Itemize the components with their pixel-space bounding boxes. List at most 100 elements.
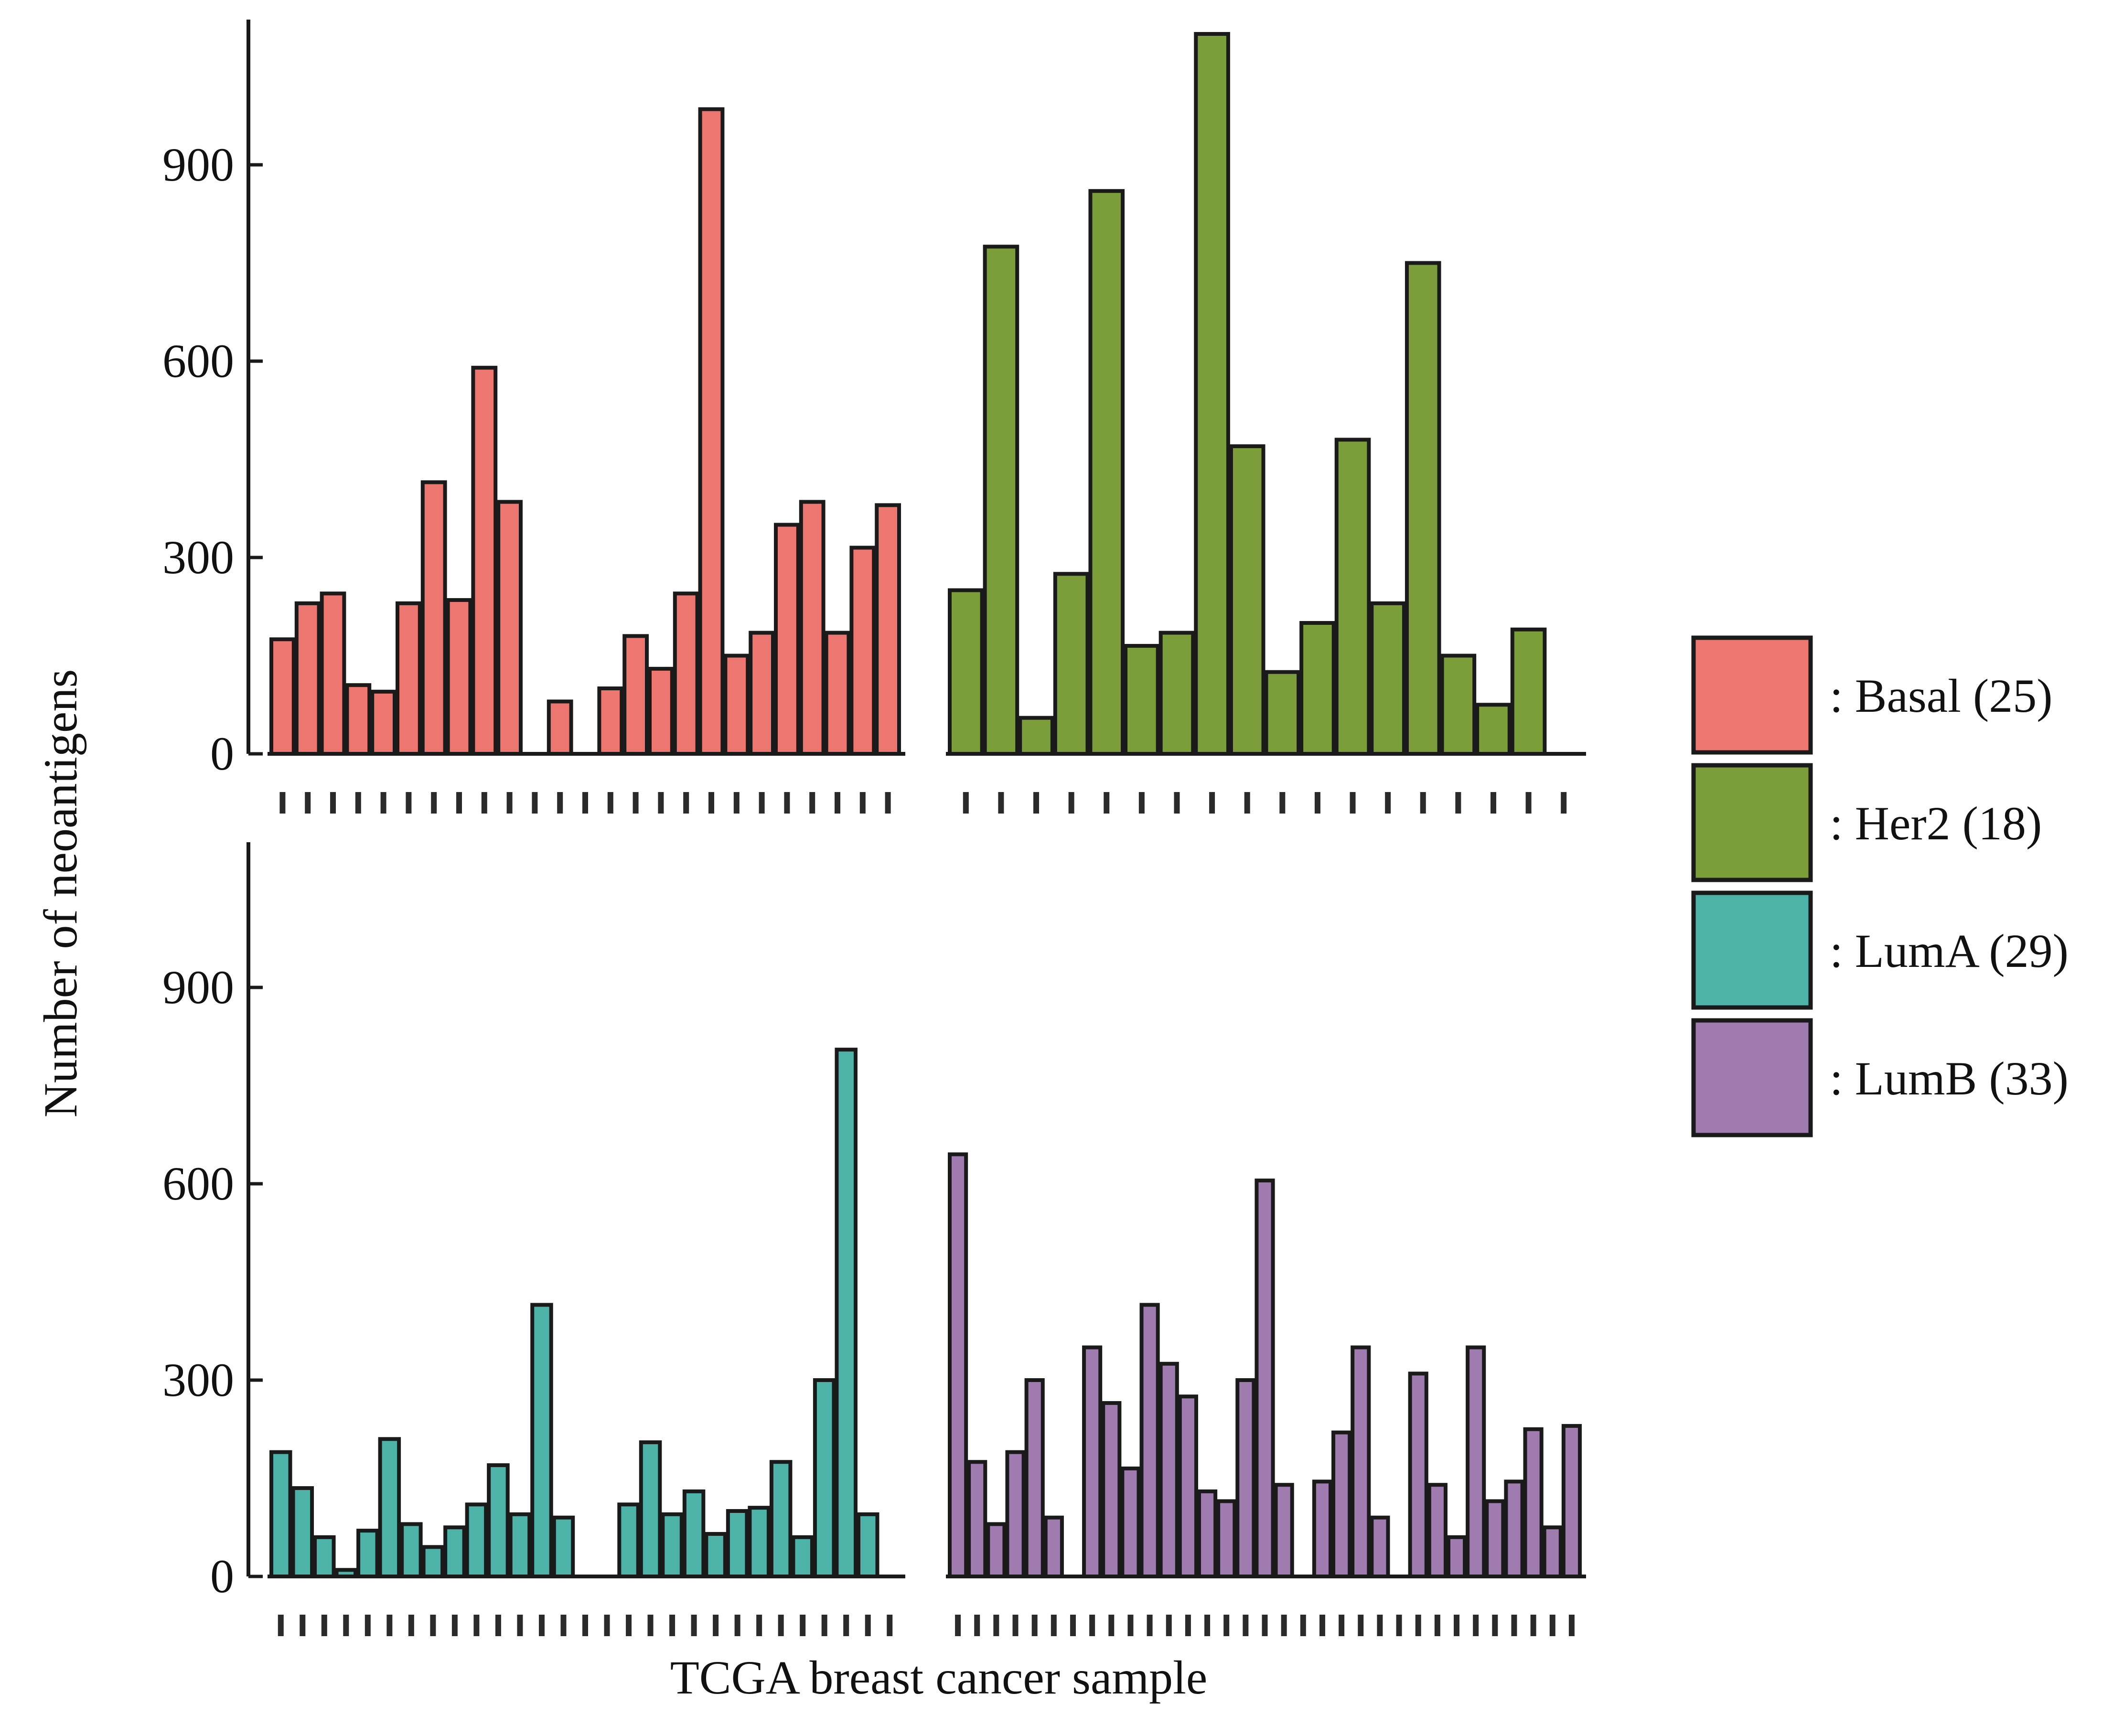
sample-tick bbox=[800, 1615, 806, 1636]
bar bbox=[617, 1502, 640, 1579]
sample-tick bbox=[809, 792, 815, 814]
sample-tick bbox=[495, 1615, 501, 1636]
bar bbox=[948, 1152, 968, 1579]
sample-tick bbox=[784, 792, 790, 814]
sample-tick bbox=[1204, 1615, 1211, 1636]
bar bbox=[547, 699, 573, 756]
bar bbox=[1120, 1466, 1141, 1578]
sample-tick bbox=[1185, 1615, 1191, 1636]
sample-tick bbox=[300, 1615, 306, 1636]
sample-tick bbox=[343, 1615, 349, 1636]
sample-tick bbox=[1243, 1615, 1249, 1636]
series-her2 bbox=[946, 32, 1586, 814]
bar bbox=[1504, 1479, 1524, 1579]
sample-tick bbox=[1089, 1615, 1095, 1636]
bar bbox=[824, 631, 851, 756]
sample-tick bbox=[1300, 1615, 1306, 1636]
sample-tick bbox=[821, 1615, 827, 1636]
y-tick-label: 600 bbox=[162, 334, 234, 387]
sample-tick bbox=[683, 792, 689, 814]
sample-tick bbox=[885, 792, 891, 814]
bar bbox=[849, 546, 876, 756]
bar bbox=[1088, 189, 1125, 756]
sample-tick bbox=[955, 1615, 961, 1636]
sample-tick bbox=[1033, 792, 1040, 814]
bar bbox=[748, 1506, 771, 1578]
sample-tick bbox=[1511, 1615, 1517, 1636]
sample-tick bbox=[430, 1615, 436, 1636]
sample-tick bbox=[321, 1615, 327, 1636]
bar bbox=[639, 1440, 662, 1578]
bar bbox=[1408, 1372, 1428, 1579]
bar bbox=[682, 1489, 706, 1578]
sample-tick bbox=[843, 1615, 849, 1636]
sample-tick bbox=[1415, 1615, 1421, 1636]
bar bbox=[1124, 643, 1160, 756]
bar bbox=[400, 1522, 423, 1578]
y-tick-label: 900 bbox=[162, 138, 234, 191]
sample-tick bbox=[1473, 1615, 1479, 1636]
bar bbox=[1351, 1345, 1371, 1578]
sample-tick bbox=[582, 1615, 588, 1636]
y-tick-label: 600 bbox=[162, 1157, 234, 1210]
sample-tick bbox=[1104, 792, 1110, 814]
x-axis-label: TCGA breast cancer sample bbox=[670, 1651, 1208, 1704]
sample-tick bbox=[691, 1615, 697, 1636]
bar bbox=[1334, 438, 1371, 756]
bar bbox=[1229, 444, 1265, 756]
bar bbox=[1178, 1394, 1198, 1578]
bar bbox=[370, 689, 397, 756]
sample-tick bbox=[278, 1615, 284, 1636]
legend: : Basal (25): Her2 (18): LumA (29): LumB… bbox=[1691, 635, 2069, 1137]
sample-tick bbox=[1244, 792, 1250, 814]
sample-tick bbox=[835, 792, 840, 814]
sample-tick bbox=[279, 792, 286, 814]
legend-item: : Her2 (18) bbox=[1691, 763, 2042, 882]
bar bbox=[1101, 1401, 1122, 1578]
panel-top: 0 300 600 900 bbox=[162, 20, 1586, 814]
sample-tick bbox=[604, 1615, 610, 1636]
sample-tick bbox=[473, 1615, 480, 1636]
bar bbox=[723, 654, 750, 756]
y-tick-label: 300 bbox=[162, 1353, 234, 1406]
sample-tick bbox=[560, 1615, 567, 1636]
sample-tick bbox=[538, 1615, 545, 1636]
sample-tick bbox=[330, 792, 336, 814]
y-axis-label: Number of neoantigens bbox=[34, 669, 87, 1118]
sample-tick bbox=[1454, 1615, 1460, 1636]
sample-tick bbox=[647, 1615, 654, 1636]
sample-tick bbox=[1525, 792, 1532, 814]
series-luma bbox=[268, 1048, 905, 1636]
bar bbox=[1005, 1450, 1026, 1578]
bar bbox=[1274, 1483, 1294, 1578]
bar bbox=[396, 601, 422, 756]
bar bbox=[1405, 261, 1441, 756]
bar bbox=[1331, 1430, 1352, 1579]
bar bbox=[1312, 1479, 1333, 1579]
bar bbox=[698, 107, 725, 756]
sample-tick bbox=[481, 792, 487, 814]
chart-panels: 0 300 600 900 0 300 600 900 bbox=[162, 20, 1586, 1636]
sample-tick bbox=[974, 1615, 980, 1636]
bar bbox=[986, 1522, 1007, 1578]
bar bbox=[487, 1463, 510, 1579]
bar bbox=[1370, 1515, 1390, 1578]
sample-tick bbox=[734, 1615, 740, 1636]
sample-tick bbox=[1012, 1615, 1019, 1636]
sample-tick bbox=[431, 792, 437, 814]
bar bbox=[1440, 654, 1477, 756]
bar bbox=[1561, 1424, 1582, 1578]
bar bbox=[269, 637, 296, 756]
sample-tick bbox=[1314, 792, 1320, 814]
sample-tick bbox=[406, 792, 412, 814]
sample-tick bbox=[1262, 1615, 1268, 1636]
sample-tick bbox=[1490, 792, 1496, 814]
sample-tick bbox=[456, 792, 462, 814]
sample-tick bbox=[1068, 792, 1074, 814]
legend-item: : LumA (29) bbox=[1691, 890, 2069, 1010]
sample-tick bbox=[1147, 1615, 1153, 1636]
bar bbox=[443, 1525, 466, 1578]
legend-swatch bbox=[1691, 763, 1813, 882]
bar bbox=[1197, 1489, 1218, 1578]
